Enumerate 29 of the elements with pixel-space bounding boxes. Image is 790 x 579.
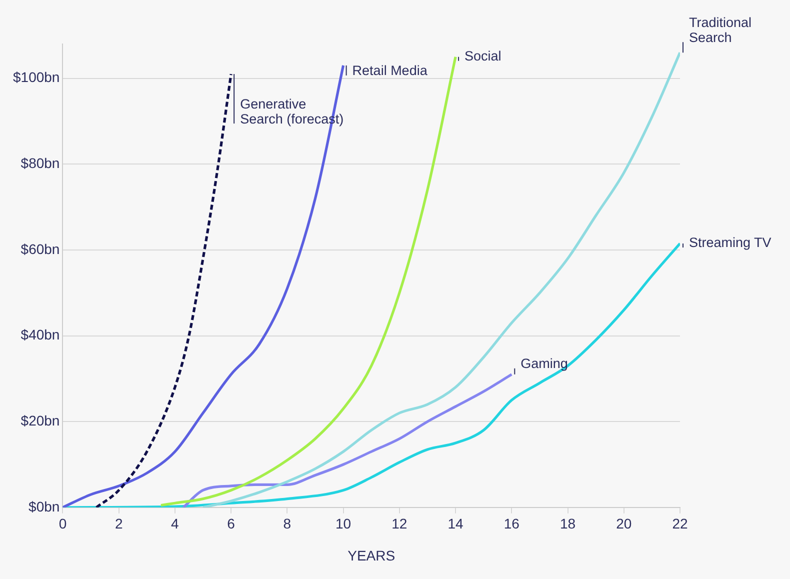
x-tick-label: 12	[392, 516, 408, 532]
y-tick-label: $40bn	[20, 326, 60, 343]
y-tick-label: $20bn	[20, 412, 60, 428]
series-label: Traditional Search	[689, 14, 752, 45]
line-series	[182, 373, 513, 508]
y-tick-label: $0bn	[28, 498, 60, 514]
line-series	[202, 51, 680, 508]
x-tick-label: 8	[283, 516, 292, 532]
x-axis-title: YEARS	[348, 547, 396, 564]
x-tick-label: 20	[616, 516, 632, 532]
x-tick-label: 10	[336, 516, 352, 532]
y-tick-label: $80bn	[20, 155, 60, 171]
x-tick-label: 4	[171, 516, 180, 532]
series-label: Streaming TV	[689, 235, 772, 250]
x-tick-label: 18	[560, 516, 576, 532]
x-tick-label: 16	[504, 516, 520, 532]
line-series	[95, 72, 232, 508]
x-tick-label: 2	[114, 516, 123, 532]
series-label: Gaming	[520, 356, 568, 372]
x-tick-label: 22	[672, 516, 688, 532]
series-label: Social	[464, 48, 502, 64]
y-tick-label: $60bn	[20, 240, 60, 257]
series-label: Retail Media	[352, 63, 428, 78]
x-tick-label: 0	[58, 516, 67, 532]
x-tick-label: 14	[448, 516, 464, 532]
line-series	[62, 64, 345, 508]
x-tick-label: 6	[227, 516, 236, 532]
y-tick-label: $100bn	[13, 69, 60, 86]
line-series	[160, 56, 457, 507]
